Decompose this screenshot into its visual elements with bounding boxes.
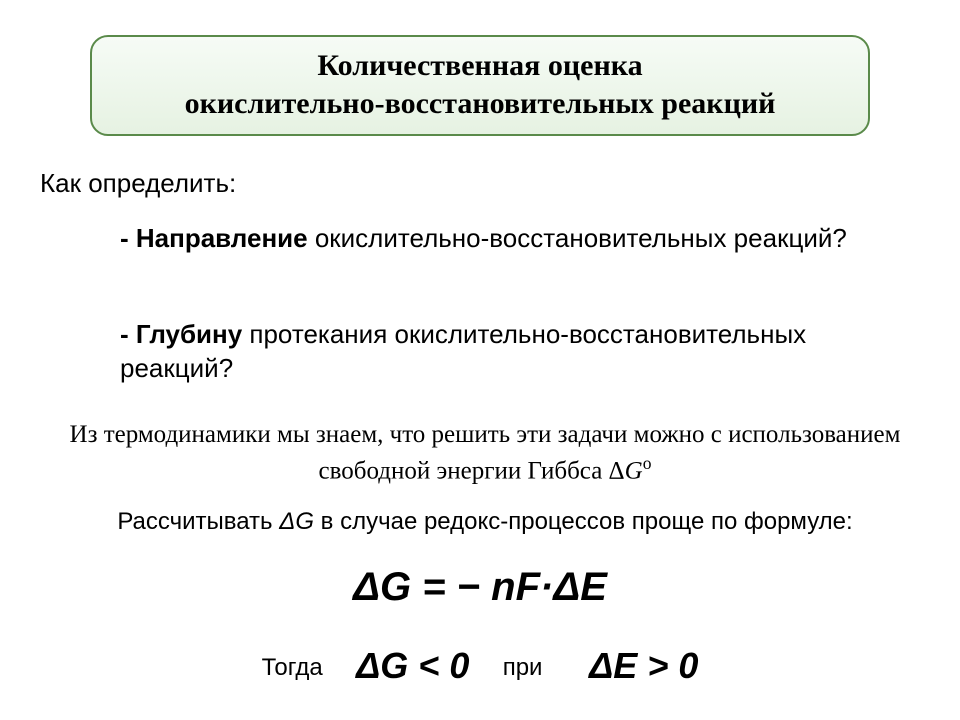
calc-suffix: в случае редокс-процессов проще по форму… xyxy=(314,508,853,535)
thermo-dg-symbol: G xyxy=(625,457,643,484)
expr-de-gt-0: ΔE > 0 xyxy=(589,645,698,686)
question-direction-lead: - Направление xyxy=(120,223,308,253)
intro-text: Как определить: xyxy=(40,168,236,199)
calc-note: Рассчитывать ΔG в случае редокс-процессо… xyxy=(70,508,900,536)
slide: Количественная оценка окислительно-восст… xyxy=(0,0,960,720)
main-formula: ΔG = − nF·ΔE xyxy=(0,565,960,610)
then-condition-row: Тогда ΔG < 0 при ΔE > 0 xyxy=(0,645,960,687)
then-label: Тогда xyxy=(262,654,323,681)
thermo-dg-sup: o xyxy=(643,453,652,473)
question-direction-rest: окислительно-восстановительных реакций? xyxy=(308,223,847,253)
title-line-2: окислительно-восстановительных реакций xyxy=(112,85,848,123)
thermo-text: Из термодинамики мы знаем, что решить эт… xyxy=(70,421,901,484)
question-direction: - Направление окислительно-восстановител… xyxy=(120,222,890,256)
calc-dg: ΔG xyxy=(279,508,314,535)
title-line-1: Количественная оценка xyxy=(112,47,848,85)
when-label: при xyxy=(503,654,543,681)
question-depth-lead: - Глубину xyxy=(120,319,242,349)
calc-prefix: Рассчитывать xyxy=(117,508,279,535)
title-box: Количественная оценка окислительно-восст… xyxy=(90,35,870,136)
expr-dg-lt-0: ΔG < 0 xyxy=(356,645,469,686)
thermodynamics-note: Из термодинамики мы знаем, что решить эт… xyxy=(55,418,915,488)
question-depth: - Глубину протекания окислительно-восста… xyxy=(120,318,890,386)
